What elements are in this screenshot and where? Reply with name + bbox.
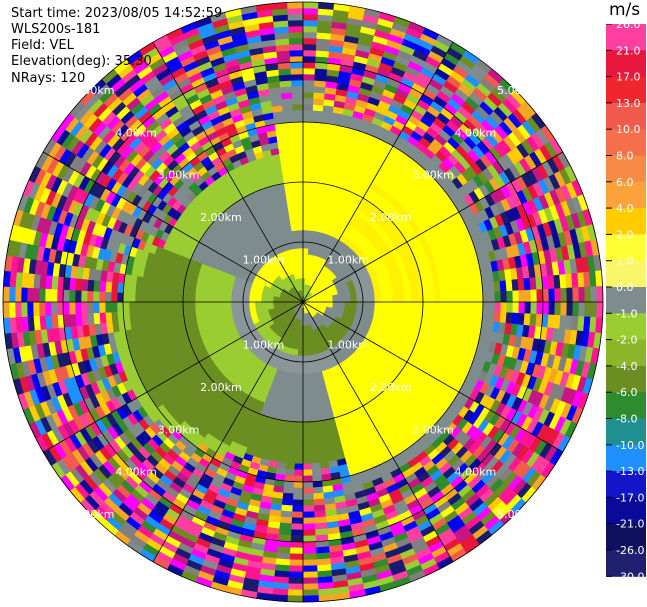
colorbar-swatch (606, 523, 646, 551)
instrument-label: WLS200s-181 (11, 22, 101, 37)
ring-label: 2.00km (200, 381, 242, 394)
colorbar-label: -1.0 (616, 307, 637, 320)
colorbar-swatch (606, 313, 646, 341)
ring-label: 5.00km (73, 508, 115, 521)
ring-label: 4.00km (115, 126, 157, 139)
ring-label: 3.00km (412, 169, 454, 182)
ring-label: 3.00km (158, 169, 200, 182)
colorbar-label: -2.0 (616, 334, 637, 347)
colorbar-swatch (606, 102, 646, 130)
colorbar-swatch (606, 50, 646, 78)
colorbar-swatch (606, 418, 646, 446)
colorbar-swatch (606, 181, 646, 209)
ring-labels: 1.00km 1.00km 1.00km 1.00km 2.00km 2.00km 2.00… (73, 84, 539, 521)
colorbar-label: 0.0 (616, 281, 634, 294)
ring-label: 1.00km (327, 338, 369, 351)
colorbar-unit: m/s (609, 0, 641, 20)
elevation-label: Elevation(deg): 35.30 (11, 54, 152, 69)
colorbar-label: -21.0 (616, 518, 644, 531)
start-time-label: Start time: 2023/08/05 14:52:59 (11, 6, 223, 21)
colorbar-label: 13.0 (616, 97, 641, 110)
colorbar-label: -6.0 (616, 386, 637, 399)
ring-label: 4.00km (115, 466, 157, 479)
ring-label: 5.00km (73, 84, 115, 97)
colorbar-label: 17.0 (616, 71, 641, 84)
colorbar-swatch (606, 339, 646, 367)
colorbar-label: 6.0 (616, 176, 634, 189)
colorbar-swatch (606, 444, 646, 472)
colorbar-swatch (606, 365, 646, 393)
ring-label: 5.00km (497, 84, 539, 97)
ring-label: 1.00km (327, 254, 369, 267)
azimuth-spokes (3, 2, 603, 602)
colorbar-label: -17.0 (616, 491, 644, 504)
colorbar-label: -13.0 (616, 465, 644, 478)
colorbar-label: 10.0 (616, 123, 641, 136)
colorbar-swatch (606, 129, 646, 156)
azimuth-spoke (42, 151, 564, 453)
colorbar-label: 2.0 (616, 228, 634, 241)
colorbar-swatch (606, 76, 646, 104)
ring-label: 3.00km (158, 423, 200, 436)
velocity-colorbar: 26.0 21.0 17.0 13.0 10.0 8.0 6.0 4.0 2.0 1.0 0.0 -1… (606, 24, 646, 583)
colorbar-swatch (606, 471, 646, 498)
ring-label: 3.00km (412, 423, 454, 436)
colorbar-label: 21.0 (616, 44, 641, 57)
ring-label: 4.00km (455, 126, 497, 139)
ring-label: 2.00km (370, 211, 412, 224)
ring-label: 2.00km (370, 381, 412, 394)
ring-label: 1.00km (243, 254, 285, 267)
colorbar-label: -4.0 (616, 360, 637, 373)
colorbar-label: -10.0 (616, 439, 644, 452)
ppi-scan-plot: 1.00km 1.00km 1.00km 1.00km 2.00km 2.00km 2.00… (2, 1, 604, 603)
colorbar-swatch (606, 392, 646, 419)
colorbar-label: 26.0 (616, 24, 641, 31)
colorbar-label: -26.0 (616, 544, 644, 557)
field-label: Field: VEL (11, 38, 74, 53)
colorbar-label: -30.0 (616, 570, 644, 583)
colorbar-swatch (606, 155, 646, 183)
colorbar-swatch (606, 24, 646, 51)
colorbar-swatch (606, 260, 646, 288)
colorbar-swatch (606, 287, 646, 314)
ring-label: 5.00km (497, 508, 539, 521)
colorbar-swatch (606, 550, 646, 577)
colorbar-label: 4.0 (616, 202, 634, 215)
colorbar-label: -8.0 (616, 413, 637, 426)
ring-label: 4.00km (455, 466, 497, 479)
ring-label: 1.00km (243, 338, 285, 351)
colorbar-swatch (606, 208, 646, 235)
colorbar-swatch (606, 234, 646, 262)
colorbar-swatch (606, 497, 646, 525)
nrays-label: NRays: 120 (11, 71, 86, 86)
ring-label: 2.00km (200, 211, 242, 224)
colorbar-label: 8.0 (616, 150, 634, 163)
colorbar-label: 1.0 (616, 255, 634, 268)
